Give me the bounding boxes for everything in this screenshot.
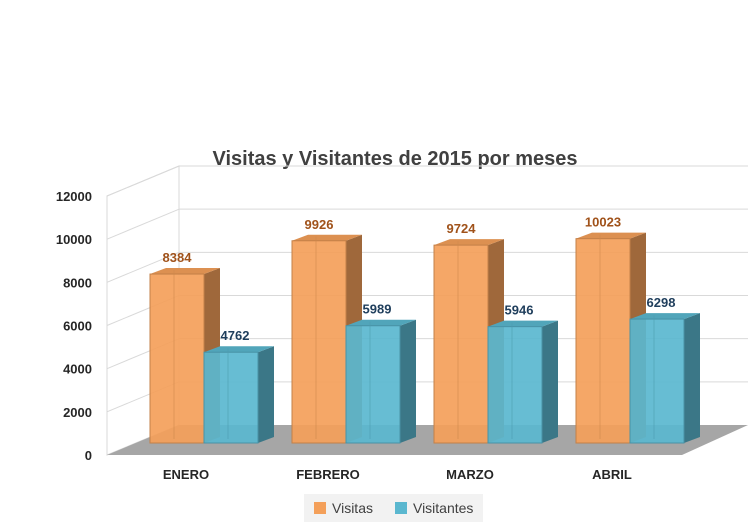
legend-swatch-visitas: [314, 502, 326, 514]
data-label: 9926: [305, 217, 334, 232]
legend-label-visitas: Visitas: [332, 500, 373, 516]
y-tick-label: 4000: [63, 362, 92, 377]
legend-item-visitantes[interactable]: Visitantes: [394, 500, 474, 516]
data-label: 6298: [647, 295, 676, 310]
x-tick-label: MARZO: [446, 467, 494, 482]
y-tick-label: 8000: [63, 275, 92, 290]
data-label: 5989: [363, 302, 392, 317]
y-tick-label: 6000: [63, 319, 92, 334]
x-tick-label: FEBRERO: [296, 467, 360, 482]
bar-visitantes-marzo[interactable]: [487, 320, 558, 444]
bar-visitantes-abril[interactable]: [629, 313, 700, 444]
data-label: 5946: [505, 303, 534, 318]
bar-visitantes-enero[interactable]: [203, 346, 274, 444]
x-tick-label: ENERO: [163, 467, 209, 482]
data-label: 8384: [163, 250, 193, 265]
x-tick-label: ABRIL: [592, 467, 632, 482]
chart-title: Visitas y Visitantes de 2015 por meses: [212, 148, 578, 170]
legend-item-visitas[interactable]: Visitas: [314, 500, 373, 516]
gridline-side: [106, 165, 180, 197]
bar-visitantes-febrero[interactable]: [345, 319, 416, 444]
chart-legend: Visitas Visitantes: [304, 494, 484, 522]
data-label: 4762: [221, 328, 250, 343]
y-tick-label: 2000: [63, 405, 92, 420]
gridline-side: [106, 208, 180, 240]
data-label: 9724: [447, 221, 477, 236]
gridline-side: [106, 251, 180, 283]
data-label: 10023: [585, 215, 621, 230]
y-tick-label: 10000: [56, 232, 92, 247]
legend-swatch-visitantes: [394, 502, 407, 514]
y-tick-label: 12000: [56, 189, 92, 204]
legend-label-visitantes: Visitantes: [412, 500, 474, 516]
y-tick-label: 0: [85, 448, 92, 463]
